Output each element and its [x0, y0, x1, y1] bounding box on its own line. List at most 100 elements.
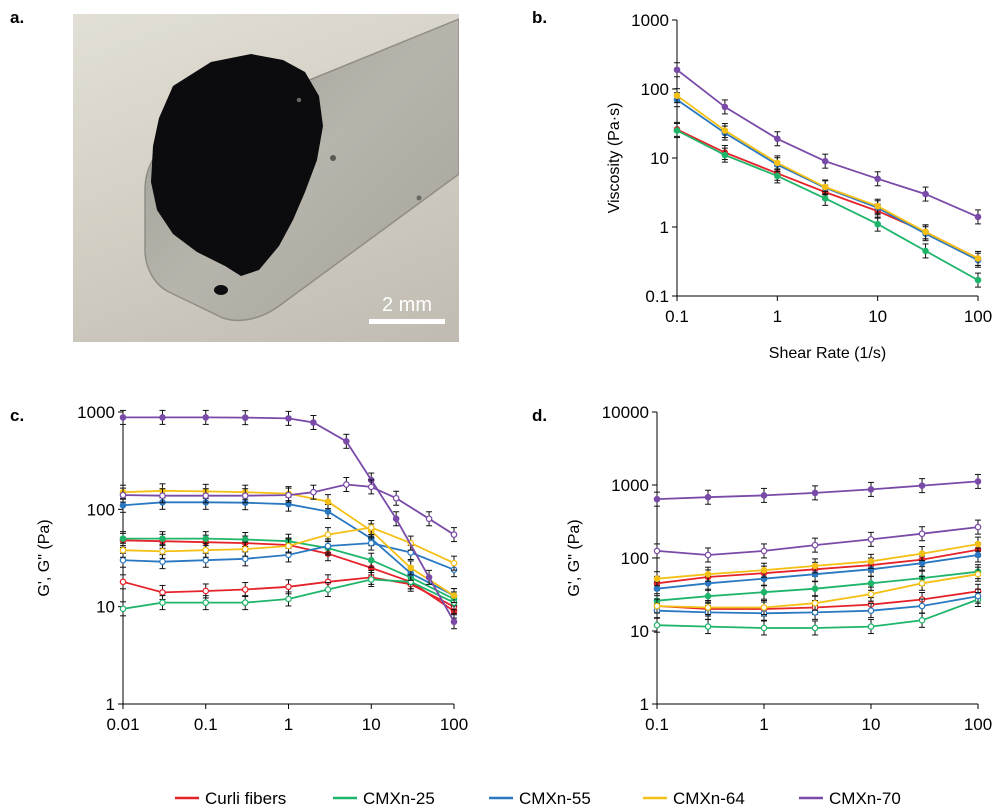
- data-point: [119, 502, 127, 509]
- x-tick-label: 10: [862, 715, 881, 734]
- series-cmxn-64-g: [119, 520, 458, 571]
- series-cmxn-70-g: [119, 476, 458, 543]
- y-axis-label: G', G" (Pa): [36, 519, 53, 596]
- series-line: [656, 526, 979, 556]
- data-point: [774, 159, 781, 167]
- x-tick-label: 100: [964, 715, 992, 734]
- data-point: [867, 536, 875, 543]
- data-point: [673, 92, 681, 99]
- series-cmxn-70-g: [653, 519, 982, 563]
- data-point: [811, 489, 819, 497]
- data-point: [653, 495, 661, 503]
- data-point: [760, 566, 768, 574]
- y-tick-label: 10: [650, 149, 669, 168]
- data-point: [202, 587, 210, 595]
- data-point: [653, 575, 661, 583]
- data-point: [285, 491, 292, 499]
- data-point: [367, 539, 375, 547]
- panel-label-a: a.: [10, 8, 25, 27]
- data-point: [202, 535, 210, 542]
- data-point: [721, 103, 729, 111]
- data-point: [760, 588, 768, 596]
- data-point: [202, 556, 210, 564]
- data-point: [241, 536, 249, 543]
- series-cmxn-64: [673, 88, 982, 266]
- y-tick-label: 10: [96, 598, 115, 617]
- data-point: [704, 493, 712, 501]
- data-point: [774, 172, 781, 180]
- data-point: [343, 481, 350, 488]
- x-tick-label: 10: [868, 307, 887, 326]
- data-point: [918, 550, 926, 557]
- data-point: [241, 545, 249, 553]
- data-point: [918, 580, 926, 587]
- series-cmxn-70-g: [119, 409, 458, 630]
- data-point: [653, 585, 661, 592]
- data-point: [159, 535, 166, 542]
- legend-label: CMXn-64: [673, 789, 745, 808]
- data-point: [874, 175, 881, 183]
- data-point: [159, 414, 166, 421]
- data-point: [867, 486, 875, 493]
- data-point: [704, 592, 712, 600]
- scale-bar-label: 2 mm: [382, 294, 432, 316]
- series-cmxn-64-g: [653, 536, 982, 587]
- x-tick-label: 100: [964, 307, 992, 326]
- x-tick-label: 0.1: [194, 715, 218, 734]
- data-point: [367, 483, 375, 491]
- series-cmxn-70: [673, 62, 982, 225]
- x-tick-label: 0.01: [106, 715, 139, 734]
- y-tick-label: 1: [640, 695, 649, 714]
- data-point: [241, 599, 249, 606]
- data-point: [821, 157, 829, 165]
- data-point: [760, 492, 768, 499]
- data-point: [324, 586, 332, 593]
- data-point: [159, 558, 166, 565]
- data-point: [425, 515, 433, 523]
- series-cmxn-25-g: [119, 572, 458, 617]
- data-point: [721, 127, 729, 134]
- y-tick-label: 1: [106, 695, 115, 714]
- data-point: [704, 623, 712, 630]
- legend-item-cmxn-70: CMXn-70: [799, 789, 901, 808]
- y-axis-label: G', G" (Pa): [566, 519, 583, 596]
- panel-label-c: c.: [10, 406, 25, 425]
- data-point: [653, 547, 661, 555]
- x-tick-label: 100: [440, 715, 468, 734]
- data-point: [159, 599, 166, 606]
- y-axis-label: Viscosity (Pa·s): [606, 103, 623, 214]
- series-cmxn-70-g: [653, 473, 982, 507]
- data-point: [285, 583, 292, 591]
- data-point: [119, 414, 127, 421]
- data-point: [673, 127, 681, 134]
- y-tick-label: 1000: [631, 11, 669, 30]
- data-point: [202, 492, 210, 500]
- y-tick-label: 10000: [602, 403, 649, 422]
- data-point: [324, 531, 332, 538]
- holder-dot: [330, 155, 336, 161]
- data-point: [285, 595, 292, 603]
- viscosity-chart: 0.1 1 10 100 1000 0.1 1 10 100 Shear Rate (1/s) Vi…: [606, 11, 992, 362]
- data-point: [974, 570, 982, 578]
- data-point: [119, 535, 127, 542]
- legend-item-curli-fibers: Curli fibers: [175, 789, 286, 808]
- series-cmxn-64-g: [653, 566, 982, 615]
- data-point: [241, 492, 249, 500]
- data-point: [867, 558, 875, 565]
- data-point: [119, 546, 127, 554]
- data-point: [407, 549, 415, 556]
- data-point: [974, 551, 982, 559]
- data-point: [392, 515, 400, 523]
- legend-label: CMXn-55: [519, 789, 591, 808]
- data-point: [407, 564, 415, 572]
- data-point: [673, 66, 681, 74]
- scale-bar: [369, 319, 445, 324]
- data-point: [811, 585, 819, 592]
- data-point: [974, 540, 982, 548]
- data-point: [704, 570, 712, 578]
- data-point: [811, 624, 819, 632]
- data-point: [867, 590, 875, 598]
- y-tick-label: 1000: [77, 403, 115, 422]
- data-point: [811, 541, 819, 549]
